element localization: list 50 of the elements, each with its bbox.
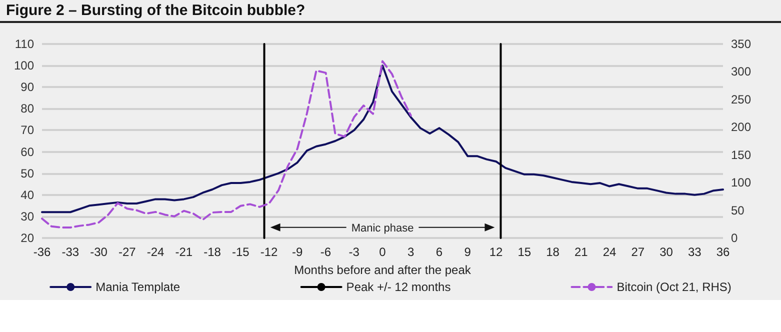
y2-tick-label: 200 <box>731 120 752 134</box>
x-tick-label: -18 <box>204 245 222 259</box>
x-tick-label: 24 <box>602 245 616 259</box>
x-tick-label: -15 <box>232 245 250 259</box>
x-tick-label: -24 <box>146 245 164 259</box>
x-tick-label: -9 <box>292 245 304 259</box>
x-tick-label: 30 <box>660 245 674 259</box>
y2-tick-label: 100 <box>731 176 752 190</box>
x-tick-label: 21 <box>574 245 588 259</box>
y2-tick-label: 300 <box>731 64 752 79</box>
x-tick-label: 15 <box>518 245 532 259</box>
x-tick-label: -6 <box>320 245 332 259</box>
chart-title: Figure 2 – Bursting of the Bitcoin bubble? <box>6 2 306 19</box>
x-tick-label: 12 <box>489 245 503 259</box>
x-tick-label: 27 <box>631 245 645 259</box>
legend-label: Mania Template <box>96 280 180 294</box>
y-tick-label: 90 <box>20 80 34 94</box>
y-tick-label: 40 <box>20 188 34 202</box>
y-tick-label: 100 <box>14 58 34 73</box>
y-tick-label: 110 <box>14 37 34 51</box>
x-tick-label: -21 <box>175 245 193 259</box>
y2-tick-label: 350 <box>731 37 752 51</box>
y-tick-label: 70 <box>20 123 34 138</box>
x-tick-label: -12 <box>260 245 278 259</box>
x-tick-label: -30 <box>90 245 108 259</box>
y2-tick-label: 250 <box>731 92 752 106</box>
x-tick-label: 36 <box>716 245 730 259</box>
x-axis-title: Months before and after the peak <box>294 263 472 277</box>
x-tick-label: 3 <box>408 245 415 259</box>
x-tick-label: -3 <box>348 245 360 259</box>
legend-label: Peak +/- 12 months <box>346 280 451 294</box>
y2-tick-label: 150 <box>731 148 752 162</box>
y-tick-label: 20 <box>20 231 34 245</box>
x-tick-label: 33 <box>688 245 702 259</box>
x-tick-label: 18 <box>546 245 560 259</box>
legend-label: Bitcoin (Oct 21, RHS) <box>616 280 732 294</box>
y-tick-label: 30 <box>20 209 34 224</box>
y-tick-label: 80 <box>20 102 34 116</box>
x-tick-label: -33 <box>62 245 80 259</box>
x-tick-label: 6 <box>436 245 443 259</box>
line-series <box>41 64 724 214</box>
x-tick-label: -36 <box>33 245 51 259</box>
x-tick-label: 9 <box>464 245 472 259</box>
y2-tick-label: 50 <box>731 203 745 218</box>
x-tick-label: 0 <box>379 245 386 259</box>
annotation: Manic phase <box>351 222 414 234</box>
y2-tick-label: 0 <box>731 231 738 245</box>
x-tick-label: -27 <box>118 245 136 259</box>
y-tick-label: 60 <box>20 144 34 159</box>
y-tick-label: 50 <box>20 166 34 180</box>
